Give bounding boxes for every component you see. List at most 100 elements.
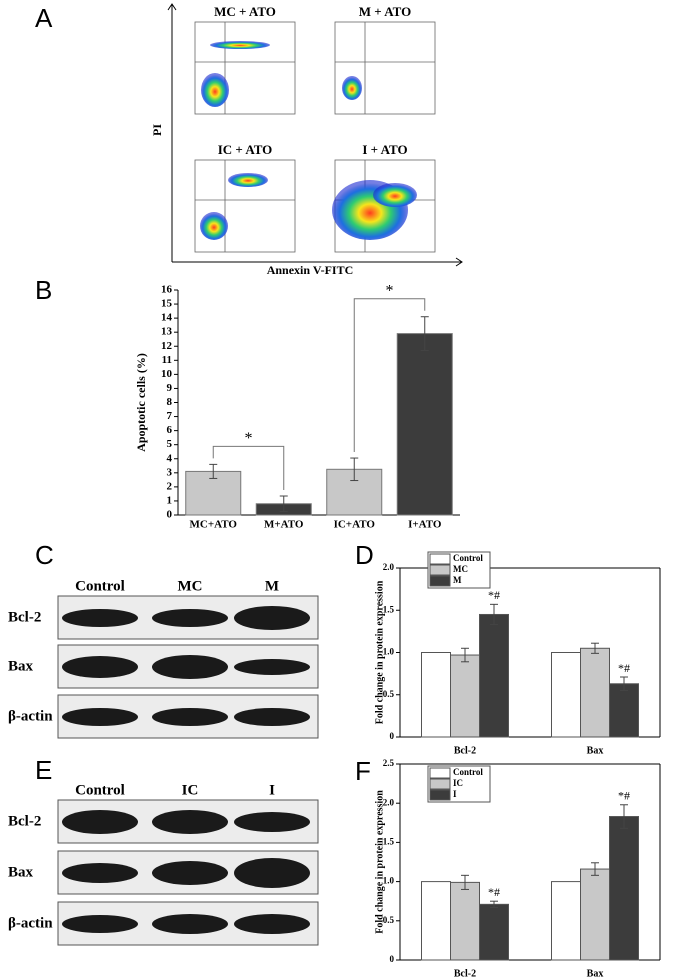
bar bbox=[450, 654, 480, 738]
y-tick-label: 0.5 bbox=[383, 689, 395, 699]
error-bar bbox=[591, 862, 599, 876]
panel-letter: B bbox=[35, 275, 52, 305]
bar bbox=[421, 881, 451, 961]
flow-plot-frame bbox=[334, 21, 436, 115]
cell-cluster bbox=[200, 212, 228, 240]
flow-x-label: Annexin V-FITC bbox=[267, 263, 354, 277]
legend-swatch bbox=[429, 575, 451, 587]
row-label: β-actin bbox=[8, 708, 53, 724]
bar bbox=[609, 683, 639, 738]
flow-plot-title: MC + ATO bbox=[214, 4, 276, 19]
x-tick-label: Bcl-2 bbox=[454, 745, 476, 756]
blot-band bbox=[234, 812, 310, 832]
blot-band bbox=[62, 609, 138, 627]
bar bbox=[479, 613, 509, 738]
significance-mark: *# bbox=[488, 885, 500, 899]
bar bbox=[421, 652, 451, 738]
y-tick-label: 12 bbox=[161, 340, 173, 352]
lane-label: M bbox=[265, 578, 279, 594]
significance-mark: * bbox=[245, 430, 253, 447]
cell-cluster bbox=[373, 183, 417, 207]
error-bar bbox=[461, 647, 469, 663]
y-tick-label: 11 bbox=[162, 354, 172, 366]
blot-band bbox=[62, 863, 138, 883]
bar bbox=[580, 868, 610, 961]
x-tick-label: IC+ATO bbox=[334, 519, 376, 531]
y-tick-label: 9 bbox=[167, 382, 173, 394]
significance-mark: * bbox=[386, 282, 394, 299]
row-label: Bcl-2 bbox=[8, 813, 41, 829]
y-tick-label: 8 bbox=[167, 396, 173, 408]
bar bbox=[450, 881, 480, 961]
significance-mark: *# bbox=[488, 588, 500, 602]
y-tick-label: 2.0 bbox=[383, 797, 395, 807]
bar bbox=[580, 647, 610, 738]
row-label: Bax bbox=[8, 658, 34, 674]
y-tick-label: 5 bbox=[167, 438, 173, 450]
flow-plot-title: IC + ATO bbox=[218, 142, 273, 157]
y-tick-label: 2 bbox=[167, 480, 173, 492]
flow-plot-title: I + ATO bbox=[362, 142, 407, 157]
row-label: Bcl-2 bbox=[8, 609, 41, 625]
lane-label: IC bbox=[182, 782, 199, 798]
legend-swatch bbox=[429, 564, 451, 576]
y-tick-label: 0 bbox=[390, 954, 395, 964]
y-tick-label: 1.0 bbox=[383, 647, 395, 657]
y-axis-label: Fold change in protein expression bbox=[374, 790, 385, 934]
y-axis-label: Apoptotic cells (%) bbox=[134, 353, 148, 452]
legend-swatch bbox=[429, 789, 451, 801]
error-bar bbox=[461, 874, 469, 890]
error-bar bbox=[350, 457, 359, 482]
significance-mark: *# bbox=[618, 789, 630, 803]
y-tick-label: 14 bbox=[161, 312, 173, 324]
y-tick-label: 16 bbox=[161, 284, 173, 296]
legend-label: Control bbox=[453, 553, 483, 563]
bar bbox=[479, 903, 509, 961]
y-tick-label: 4 bbox=[167, 452, 173, 464]
y-tick-label: 0 bbox=[167, 509, 173, 521]
legend-swatch bbox=[429, 767, 451, 779]
y-tick-label: 0.5 bbox=[383, 915, 395, 925]
blot-band bbox=[152, 861, 228, 885]
blot-band bbox=[234, 606, 310, 630]
legend-label: Control bbox=[453, 767, 483, 777]
blot-band bbox=[234, 914, 310, 934]
blot-band bbox=[62, 810, 138, 834]
error-bar bbox=[279, 495, 288, 512]
y-tick-label: 1 bbox=[167, 494, 173, 506]
legend-label: MC bbox=[453, 564, 468, 574]
bar bbox=[551, 881, 581, 961]
y-tick-label: 0 bbox=[390, 731, 395, 741]
x-tick-label: Bax bbox=[587, 745, 604, 756]
row-label: β-actin bbox=[8, 915, 53, 931]
blot-band bbox=[152, 609, 228, 627]
blot-band bbox=[152, 655, 228, 679]
legend-swatch bbox=[429, 778, 451, 790]
blot-band bbox=[152, 914, 228, 934]
legend-swatch bbox=[429, 553, 451, 565]
blot-band bbox=[152, 810, 228, 834]
y-tick-label: 2.5 bbox=[383, 758, 395, 768]
y-tick-label: 6 bbox=[167, 424, 173, 436]
error-bar bbox=[490, 603, 498, 626]
cell-cluster bbox=[228, 173, 268, 187]
x-tick-label: MC+ATO bbox=[190, 519, 238, 531]
lane-label: Control bbox=[75, 782, 125, 798]
lane-label: Control bbox=[75, 578, 125, 594]
y-tick-label: 7 bbox=[167, 410, 173, 422]
error-bar bbox=[620, 676, 628, 692]
blot-band bbox=[62, 915, 138, 933]
blot-band bbox=[62, 656, 138, 678]
y-tick-label: 13 bbox=[161, 326, 173, 338]
significance-bracket bbox=[212, 445, 285, 491]
blot-band bbox=[234, 858, 310, 888]
error-bar bbox=[420, 316, 429, 351]
significance-bracket bbox=[353, 298, 426, 453]
bar bbox=[551, 652, 581, 738]
legend-label: M bbox=[453, 575, 462, 585]
error-bar bbox=[620, 804, 628, 829]
y-tick-label: 1.5 bbox=[383, 604, 395, 614]
y-axis-label: Fold change in protein expression bbox=[374, 580, 385, 724]
error-bar bbox=[209, 463, 218, 479]
